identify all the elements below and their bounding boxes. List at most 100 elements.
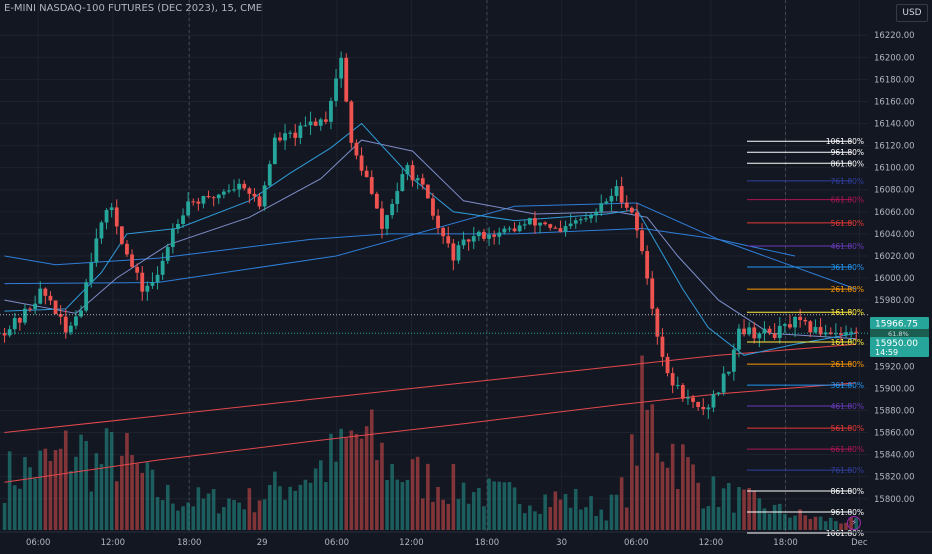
fibonacci-extension[interactable]: 1061.80% 961.80% 861.80% 761.80% 661.80% 561.… [747,137,864,538]
candle-body [283,133,287,141]
volume-bar [339,428,343,530]
candle-body [410,165,415,181]
volume-bar [834,521,838,530]
candle-body [390,203,395,216]
volume-bar [798,509,802,530]
candle-body [635,212,639,231]
volume-bar [818,516,823,530]
volume-bar [334,461,338,530]
volume-bar [232,500,236,530]
candle-body [170,228,175,248]
candle-body [645,251,650,279]
last-price-tag-text: 15950.00 [875,339,918,349]
candle-body [808,321,813,333]
currency-button[interactable]: USD [896,4,928,22]
volume-bar [273,471,277,530]
volume-bar [619,477,624,530]
candle-body [553,227,558,229]
candle-body [262,185,267,207]
session-separators [188,0,787,532]
candle-body [609,195,614,202]
candle-body [288,132,293,134]
price-tags: 15966.75 61.8% 15950.00 14:59 [870,317,929,357]
volume-bar [573,488,578,530]
volume-bar [839,523,843,530]
volume-bar [599,509,604,530]
price-tick-label: 16080.00 [874,186,915,196]
price-tick-label: 15860.00 [874,429,915,439]
volume-bar [742,489,746,530]
candle-body [803,320,808,322]
time-tick-label: 12:00 [101,538,126,548]
volume-bar [732,512,736,530]
volume-bar [614,494,619,530]
volume-bar [150,469,155,530]
candle-body [160,260,165,275]
candle-body [242,183,247,189]
candle-body [578,219,583,221]
volume-bar [303,479,308,530]
volume-bar [441,499,445,530]
volume-bar [477,487,481,530]
symbol-title[interactable]: E-MINI NASDAQ-100 FUTURES (DEC 2023), 15… [4,3,263,14]
candle-body [211,197,216,199]
volume-bar [691,464,695,530]
volume-bar [165,484,170,530]
volume-bar [359,438,364,530]
candle-body [114,207,119,227]
fib-level-label: 561.80% [831,219,864,228]
volume-bar [828,517,833,530]
volume-bar [12,485,17,530]
time-tick-label: 30 [556,538,567,548]
candle-body [737,328,741,350]
time-tick-label: 29 [257,538,268,548]
volume-bar [675,488,680,530]
fib-level-label: 161.80% [831,308,864,317]
volume-bar [762,508,767,530]
time-tick-label: 12:00 [399,538,424,548]
candle-body [527,218,532,225]
lightning-icon[interactable]: ⚡ [847,516,861,530]
candle-body [660,336,665,357]
candle-body [471,236,476,242]
fib-level-label: 261.80% [831,285,864,294]
volume-bar [538,513,542,530]
countdown-text: 14:59 [875,348,898,357]
candle-body [38,288,43,304]
candle-body [594,211,599,216]
time-axis[interactable]: 06:00 12:00 18:00 29 06:00 12:00 18:00 30 06:00 1… [26,538,868,548]
candle-body [186,201,191,216]
volume-bar [227,498,231,530]
candle-body [640,230,644,252]
volume-bar [28,467,32,530]
candle-body [441,227,446,237]
volume-bar [497,481,502,530]
candle-body [619,186,624,203]
volume-bar [211,489,216,530]
volume-bar [242,509,247,530]
candle-body [650,278,655,309]
volume-bar [706,506,711,530]
candle-body [237,183,242,190]
fib-level-label: 761.80% [831,466,864,475]
time-tick-label: 06:00 [325,538,350,548]
candle-body [512,228,517,232]
volume-bar [635,465,639,530]
candle-body [79,310,83,317]
candle-body [798,316,803,321]
volume-bar [18,488,22,530]
volume-bar [69,470,73,530]
volume-bar [237,502,241,530]
candle-body [777,325,782,338]
candle-body [701,406,706,410]
price-tick-label: 15980.00 [874,296,915,306]
candle-body [497,232,502,237]
price-tick-label: 15820.00 [874,473,915,483]
volume-bar [176,510,180,530]
candle-body [374,193,379,209]
candle-body [23,308,27,323]
fib-level-label: 461.80% [831,402,864,411]
candle-body [854,331,859,333]
